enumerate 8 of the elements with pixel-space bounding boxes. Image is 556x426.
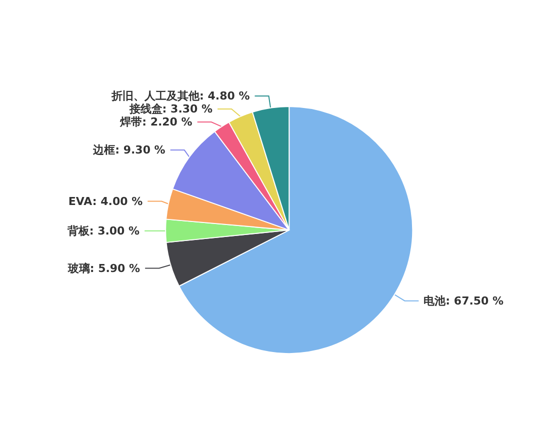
slice-label: 电池: 67.50 % <box>424 294 504 308</box>
slice-label: 焊带: 2.20 % <box>119 116 192 129</box>
slice-label: EVA: 4.00 % <box>68 194 143 208</box>
slice-label: 背板: 3.00 % <box>66 224 140 238</box>
slice-label: 边框: 9.30 % <box>92 144 166 157</box>
slice-label: 折旧、人工及其他: 4.80 % <box>110 90 250 103</box>
slice-label: 玻璃: 5.90 % <box>66 262 140 275</box>
slice-label: 接线盒: 3.30 % <box>128 102 213 116</box>
